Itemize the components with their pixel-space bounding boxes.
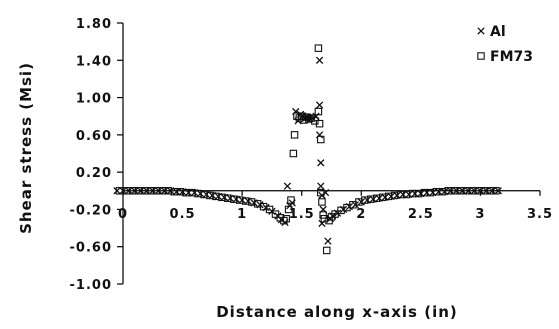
data-point-al — [318, 219, 326, 228]
data-point-al — [317, 182, 325, 190]
legend-label: FM73 — [490, 49, 533, 65]
data-points — [113, 44, 502, 255]
legend-label: Al — [490, 24, 506, 40]
data-point-al — [283, 182, 292, 190]
legend-marker — [477, 27, 485, 35]
data-point-al — [113, 187, 121, 195]
data-point-fm73 — [317, 135, 325, 144]
data-point-al — [315, 56, 324, 64]
data-point-al — [321, 188, 330, 197]
data-point-fm73 — [265, 205, 274, 214]
x-tick-label: 2 — [356, 207, 366, 222]
data-point-al — [494, 187, 502, 195]
y-axis-title: Shear stress (Msi) — [17, 62, 35, 234]
x-axis-title: Distance along x-axis (in) — [216, 303, 458, 321]
y-tick-label: 1.40 — [76, 54, 112, 69]
x-tick-label: 3 — [475, 207, 485, 222]
data-point-fm73 — [293, 112, 301, 120]
legend-entry-fm73: FM73 — [477, 49, 533, 65]
data-point-al — [315, 101, 324, 109]
data-point-fm73 — [289, 149, 298, 158]
y-tick-label: 0.20 — [76, 166, 112, 181]
x-tick-label: 1 — [237, 207, 247, 222]
legend-marker — [477, 52, 485, 60]
data-point-fm73 — [314, 44, 323, 52]
data-point-fm73 — [280, 216, 288, 225]
data-point-fm73 — [318, 198, 326, 206]
y-axis: 1.80 1.40 1.00 0.60 0.20 -0.20 -0.60 -1.00 — [70, 17, 124, 293]
data-point-fm73 — [284, 205, 293, 214]
x-axis: 0 0.5 1 1.5 2 2.5 3 3.5 — [118, 190, 553, 222]
x-tick-label: 3.5 — [527, 207, 553, 222]
data-point-fm73 — [302, 113, 311, 121]
data-point-fm73 — [287, 196, 295, 204]
data-point-fm73 — [295, 114, 304, 122]
x-tick-label: 1.5 — [289, 207, 315, 222]
y-tick-label: -0.20 — [70, 203, 112, 218]
y-tick-label: -1.00 — [70, 278, 112, 293]
data-point-fm73 — [314, 107, 323, 116]
data-point-al — [324, 237, 332, 245]
data-point-fm73 — [322, 246, 331, 255]
data-point-fm73 — [315, 119, 324, 128]
legend-entry-al: Al — [477, 24, 506, 40]
data-point-fm73 — [282, 215, 290, 223]
data-point-fm73 — [290, 131, 299, 139]
data-point-fm73 — [320, 215, 329, 223]
data-point-fm73 — [317, 188, 325, 197]
data-point-al — [317, 159, 325, 167]
y-tick-label: -0.60 — [70, 241, 112, 256]
legend: Al FM73 — [477, 24, 533, 65]
y-tick-label: 1.00 — [76, 92, 112, 107]
data-point-fm73 — [492, 187, 500, 195]
y-tick-label: 1.80 — [76, 17, 112, 32]
data-point-fm73 — [115, 187, 124, 195]
x-tick-label: 2.5 — [408, 207, 434, 222]
x-tick-label: 0.5 — [170, 207, 196, 222]
series-fm73 — [115, 44, 500, 255]
x-tick-label: 0 — [118, 207, 128, 222]
y-tick-label: 0.60 — [76, 129, 112, 144]
